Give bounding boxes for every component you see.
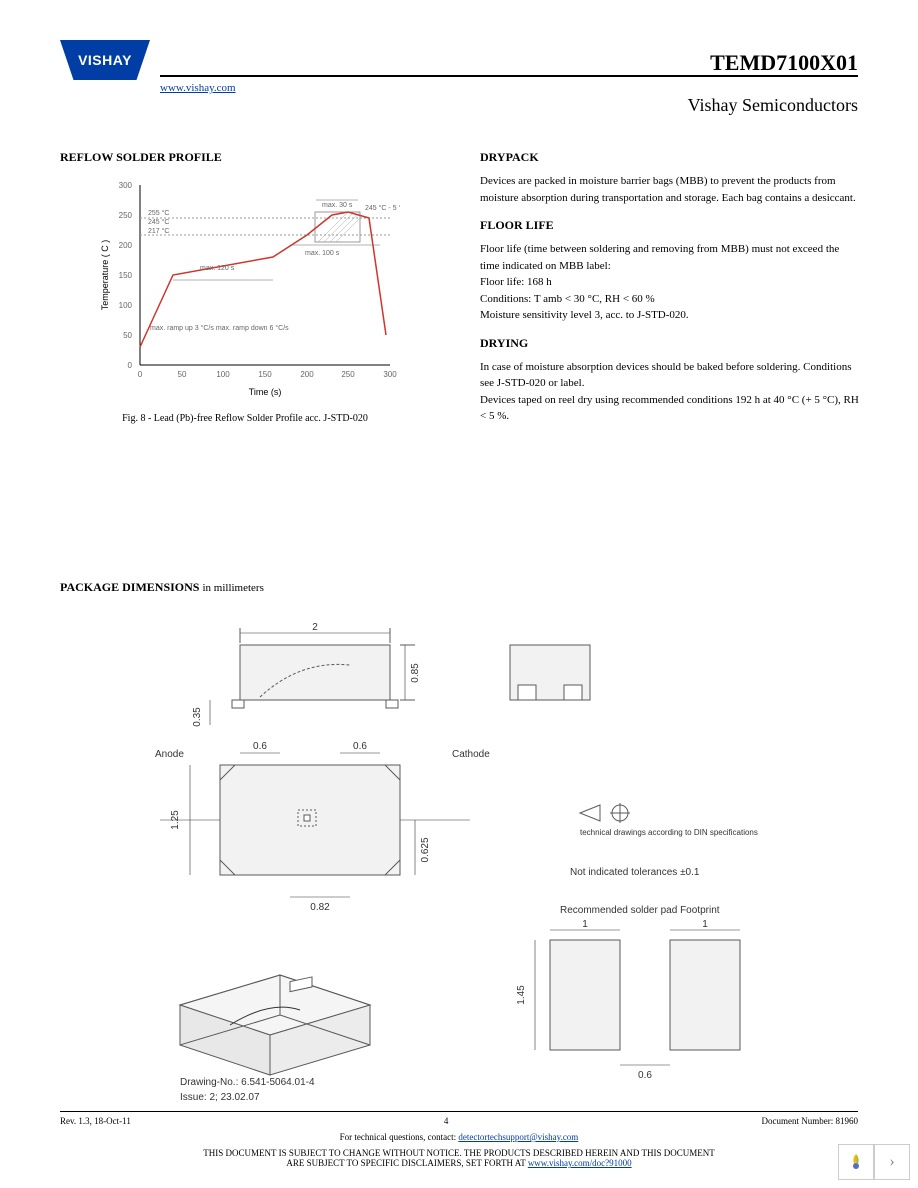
footer-page: 4 bbox=[444, 1116, 449, 1126]
reflow-xlabel: Time (s) bbox=[249, 387, 282, 397]
page-footer: Rev. 1.3, 18-Oct-11 4 Document Number: 8… bbox=[60, 1111, 858, 1168]
drawing-no: Drawing-No.: 6.541-5064.01-4 bbox=[180, 1077, 315, 1088]
drying-text1: In case of moisture absorption devices s… bbox=[480, 359, 860, 392]
floorlife-text: Floor life (time between soldering and r… bbox=[480, 241, 860, 274]
drypack-text: Devices are packed in moisture barrier b… bbox=[480, 173, 860, 206]
footer-rev: Rev. 1.3, 18-Oct-11 bbox=[60, 1116, 131, 1126]
leaf-icon bbox=[846, 1152, 866, 1172]
svg-text:200: 200 bbox=[300, 370, 314, 379]
logo-text: VISHAY bbox=[78, 52, 132, 68]
vishay-url-link[interactable]: www.vishay.com bbox=[160, 82, 236, 94]
svg-text:150: 150 bbox=[119, 271, 133, 280]
svg-text:0: 0 bbox=[138, 370, 143, 379]
nav-leaf-icon[interactable] bbox=[838, 1144, 874, 1180]
lbl-anode: Anode bbox=[155, 749, 184, 760]
dim-solder-h: 1.45 bbox=[516, 985, 527, 1005]
floorlife-cond: Conditions: T amb < 30 °C, RH < 60 % bbox=[480, 291, 860, 308]
dim-padw-r: 0.6 bbox=[353, 741, 367, 752]
svg-text:200: 200 bbox=[119, 241, 133, 250]
svg-text:250: 250 bbox=[341, 370, 355, 379]
drying-title: DRYING bbox=[480, 336, 860, 351]
footer-docnum: Document Number: 81960 bbox=[762, 1116, 858, 1126]
reflow-ylabel: Temperature ( C ) bbox=[100, 240, 110, 311]
reflow-svg: 0 50 100 150 200 250 300 0 50 100 150 20… bbox=[90, 175, 400, 405]
reflow-chart: 0 50 100 150 200 250 300 0 50 100 150 20… bbox=[90, 175, 400, 405]
content-area: REFLOW SOLDER PROFILE 0 50 100 150 200 2… bbox=[60, 130, 858, 1100]
dim-standoff: 0.35 bbox=[192, 707, 203, 727]
package-title-row: PACKAGE DIMENSIONS in millimeters bbox=[60, 580, 858, 595]
anno-120s: max. 120 s bbox=[200, 265, 235, 272]
dim-solder-w2: 1 bbox=[702, 919, 708, 930]
left-column: REFLOW SOLDER PROFILE 0 50 100 150 200 2… bbox=[60, 150, 430, 424]
footer-row: Rev. 1.3, 18-Oct-11 4 Document Number: 8… bbox=[60, 1116, 858, 1126]
svg-text:50: 50 bbox=[178, 370, 187, 379]
svg-text:300: 300 bbox=[383, 370, 397, 379]
footer-contact: For technical questions, contact: bbox=[340, 1132, 456, 1142]
package-svg: 2 0.85 0.35 bbox=[60, 605, 860, 1105]
dim-solder-gap: 0.6 bbox=[638, 1070, 652, 1081]
package-section: PACKAGE DIMENSIONS in millimeters 2 bbox=[60, 580, 858, 1105]
disclaimer-link[interactable]: www.vishay.com/doc?91000 bbox=[528, 1158, 632, 1168]
floorlife-block: Floor life (time between soldering and r… bbox=[480, 241, 860, 324]
nav-next-button[interactable]: › bbox=[874, 1144, 910, 1180]
package-title: PACKAGE DIMENSIONS bbox=[60, 580, 199, 594]
svg-text:300: 300 bbox=[119, 181, 133, 190]
floorlife-life: Floor life: 168 h bbox=[480, 274, 860, 291]
footer-rule bbox=[60, 1111, 858, 1112]
dim-padw-l: 0.6 bbox=[253, 741, 267, 752]
drypack-title: DRYPACK bbox=[480, 150, 860, 165]
floorlife-msl: Moisture sensitivity level 3, acc. to J-… bbox=[480, 307, 860, 324]
anno-peak-range: 245 °C - 5 °C bbox=[365, 204, 400, 212]
lbl-cathode: Cathode bbox=[452, 749, 490, 760]
part-number: TEMD7100X01 bbox=[710, 50, 858, 76]
dim-depth: 1.25 bbox=[170, 810, 181, 830]
anno-ramp: max. ramp up 3 °C/s max. ramp down 6 °C/… bbox=[150, 324, 289, 332]
svg-text:50: 50 bbox=[123, 331, 132, 340]
disclaimer-1: THIS DOCUMENT IS SUBJECT TO CHANGE WITHO… bbox=[60, 1148, 858, 1158]
anno-30s: max. 30 s bbox=[322, 202, 353, 209]
din-note: technical drawings according to DIN spec… bbox=[580, 828, 758, 837]
nav-widget: › bbox=[838, 1144, 910, 1180]
dim-offset: 0.625 bbox=[420, 837, 431, 862]
disclaimer-2: ARE SUBJECT TO SPECIFIC DISCLAIMERS, SET… bbox=[286, 1158, 525, 1168]
footer-contact-row: For technical questions, contact: detect… bbox=[60, 1132, 858, 1142]
drying-text2: Devices taped on reel dry using recommen… bbox=[480, 392, 860, 425]
floorlife-title: FLOOR LIFE bbox=[480, 218, 860, 233]
vishay-logo: VISHAY bbox=[60, 40, 150, 80]
tolerance-note: Not indicated tolerances ±0.1 bbox=[570, 867, 700, 878]
svg-text:100: 100 bbox=[119, 301, 133, 310]
logo-shape: VISHAY bbox=[60, 40, 150, 80]
footer-email-link[interactable]: detectortechsupport@vishay.com bbox=[458, 1132, 578, 1142]
dim-height: 0.85 bbox=[410, 663, 421, 683]
svg-text:250: 250 bbox=[119, 211, 133, 220]
dim-gap: 0.82 bbox=[310, 902, 330, 913]
svg-text:0: 0 bbox=[128, 361, 133, 370]
drawing-issue: Issue: 2; 23.02.07 bbox=[180, 1092, 260, 1103]
package-drawings: 2 0.85 0.35 bbox=[60, 605, 858, 1105]
anno-peak-high: 255 °C bbox=[148, 209, 169, 217]
svg-text:100: 100 bbox=[216, 370, 230, 379]
anno-peak-mid: 245 °C bbox=[148, 218, 169, 226]
svg-text:150: 150 bbox=[258, 370, 272, 379]
anno-100s: max. 100 s bbox=[305, 250, 340, 257]
chevron-right-icon: › bbox=[889, 1153, 894, 1171]
reflow-title: REFLOW SOLDER PROFILE bbox=[60, 150, 430, 165]
package-unit: in millimeters bbox=[202, 582, 263, 594]
dim-solder-w1: 1 bbox=[582, 919, 588, 930]
drying-block: In case of moisture absorption devices s… bbox=[480, 359, 860, 425]
right-column: DRYPACK Devices are packed in moisture b… bbox=[480, 150, 860, 437]
dim-width: 2 bbox=[312, 622, 318, 633]
footer-disclaimer: THIS DOCUMENT IS SUBJECT TO CHANGE WITHO… bbox=[60, 1148, 858, 1168]
page-subtitle: Vishay Semiconductors bbox=[688, 95, 858, 116]
reflow-caption: Fig. 8 - Lead (Pb)-free Reflow Solder Pr… bbox=[60, 413, 430, 424]
page-header: VISHAY www.vishay.com TEMD7100X01 Vishay… bbox=[60, 40, 858, 130]
anno-upper: 217 °C bbox=[148, 227, 169, 235]
footprint-title: Recommended solder pad Footprint bbox=[560, 905, 720, 916]
